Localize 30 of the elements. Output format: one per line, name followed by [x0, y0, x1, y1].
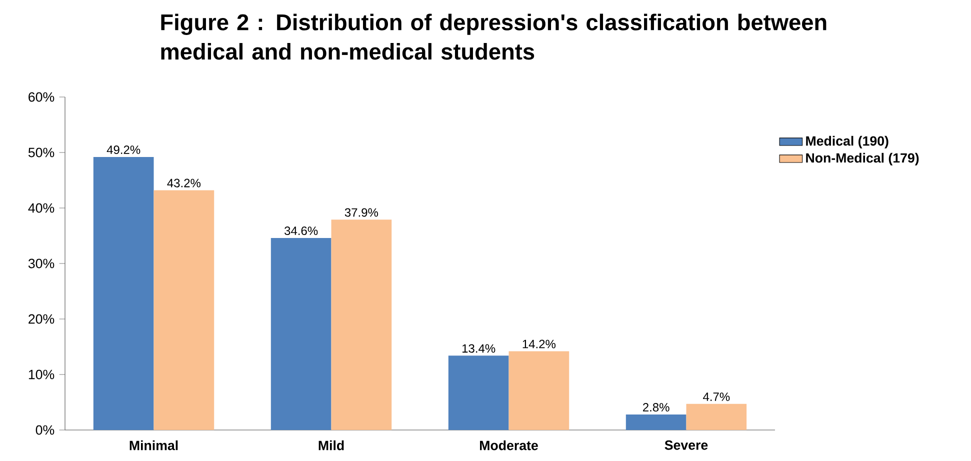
bar	[331, 220, 392, 430]
data-label: 14.2%	[522, 340, 556, 348]
bar	[508, 351, 570, 430]
data-label: 49.2%	[106, 146, 140, 154]
legend-label: Non-Medical (179)	[806, 152, 919, 166]
y-tick-label: 60%	[28, 92, 54, 102]
x-tick-label: Severe	[664, 440, 708, 450]
y-tick-label: 40%	[28, 203, 54, 213]
y-tick-label: 30%	[28, 258, 54, 268]
x-tick-label: Minimal	[130, 440, 178, 450]
y-tick-label: 10%	[28, 370, 54, 380]
chart-title: Figure 2 : Distribution of depression's classification between medical and non-medical students	[161, 14, 826, 60]
y-tick-label: 50%	[28, 148, 54, 158]
x-tick-label: Moderate	[480, 440, 538, 450]
bar	[93, 156, 154, 430]
y-tick-label: 0%	[36, 425, 54, 435]
bar	[448, 356, 509, 430]
data-label: 2.8%	[643, 403, 670, 412]
x-tick-label: Mild	[318, 440, 344, 450]
legend-label: Medical (190)	[806, 136, 888, 148]
bar	[154, 190, 214, 430]
data-label: 4.7%	[703, 392, 730, 401]
bar	[270, 238, 332, 430]
data-label: 37.9%	[344, 208, 378, 217]
data-label: 43.2%	[167, 178, 201, 188]
bar	[626, 414, 686, 430]
bar	[686, 404, 747, 430]
y-tick-label: 20%	[28, 314, 54, 324]
data-label: 34.6%	[284, 226, 318, 236]
data-label: 13.4%	[462, 344, 496, 353]
